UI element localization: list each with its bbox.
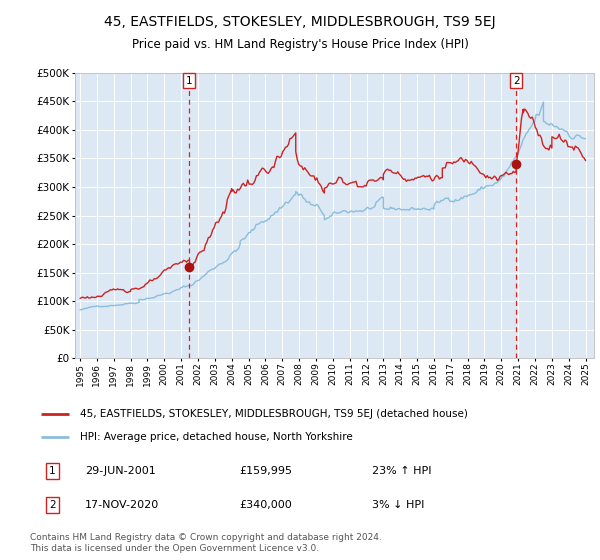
Text: 45, EASTFIELDS, STOKESLEY, MIDDLESBROUGH, TS9 5EJ (detached house): 45, EASTFIELDS, STOKESLEY, MIDDLESBROUGH… [80,409,467,419]
Text: 29-JUN-2001: 29-JUN-2001 [85,466,156,476]
Text: 3% ↓ HPI: 3% ↓ HPI [372,500,425,510]
Text: 2: 2 [513,76,520,86]
Text: 23% ↑ HPI: 23% ↑ HPI [372,466,432,476]
Text: 2: 2 [49,500,55,510]
Text: 1: 1 [49,466,55,476]
Text: 17-NOV-2020: 17-NOV-2020 [85,500,160,510]
Text: 45, EASTFIELDS, STOKESLEY, MIDDLESBROUGH, TS9 5EJ: 45, EASTFIELDS, STOKESLEY, MIDDLESBROUGH… [104,15,496,29]
Text: 1: 1 [186,76,193,86]
Text: £159,995: £159,995 [240,466,293,476]
Text: HPI: Average price, detached house, North Yorkshire: HPI: Average price, detached house, Nort… [80,432,352,442]
Text: Contains HM Land Registry data © Crown copyright and database right 2024.
This d: Contains HM Land Registry data © Crown c… [30,533,382,553]
Text: Price paid vs. HM Land Registry's House Price Index (HPI): Price paid vs. HM Land Registry's House … [131,38,469,52]
Text: £340,000: £340,000 [240,500,293,510]
